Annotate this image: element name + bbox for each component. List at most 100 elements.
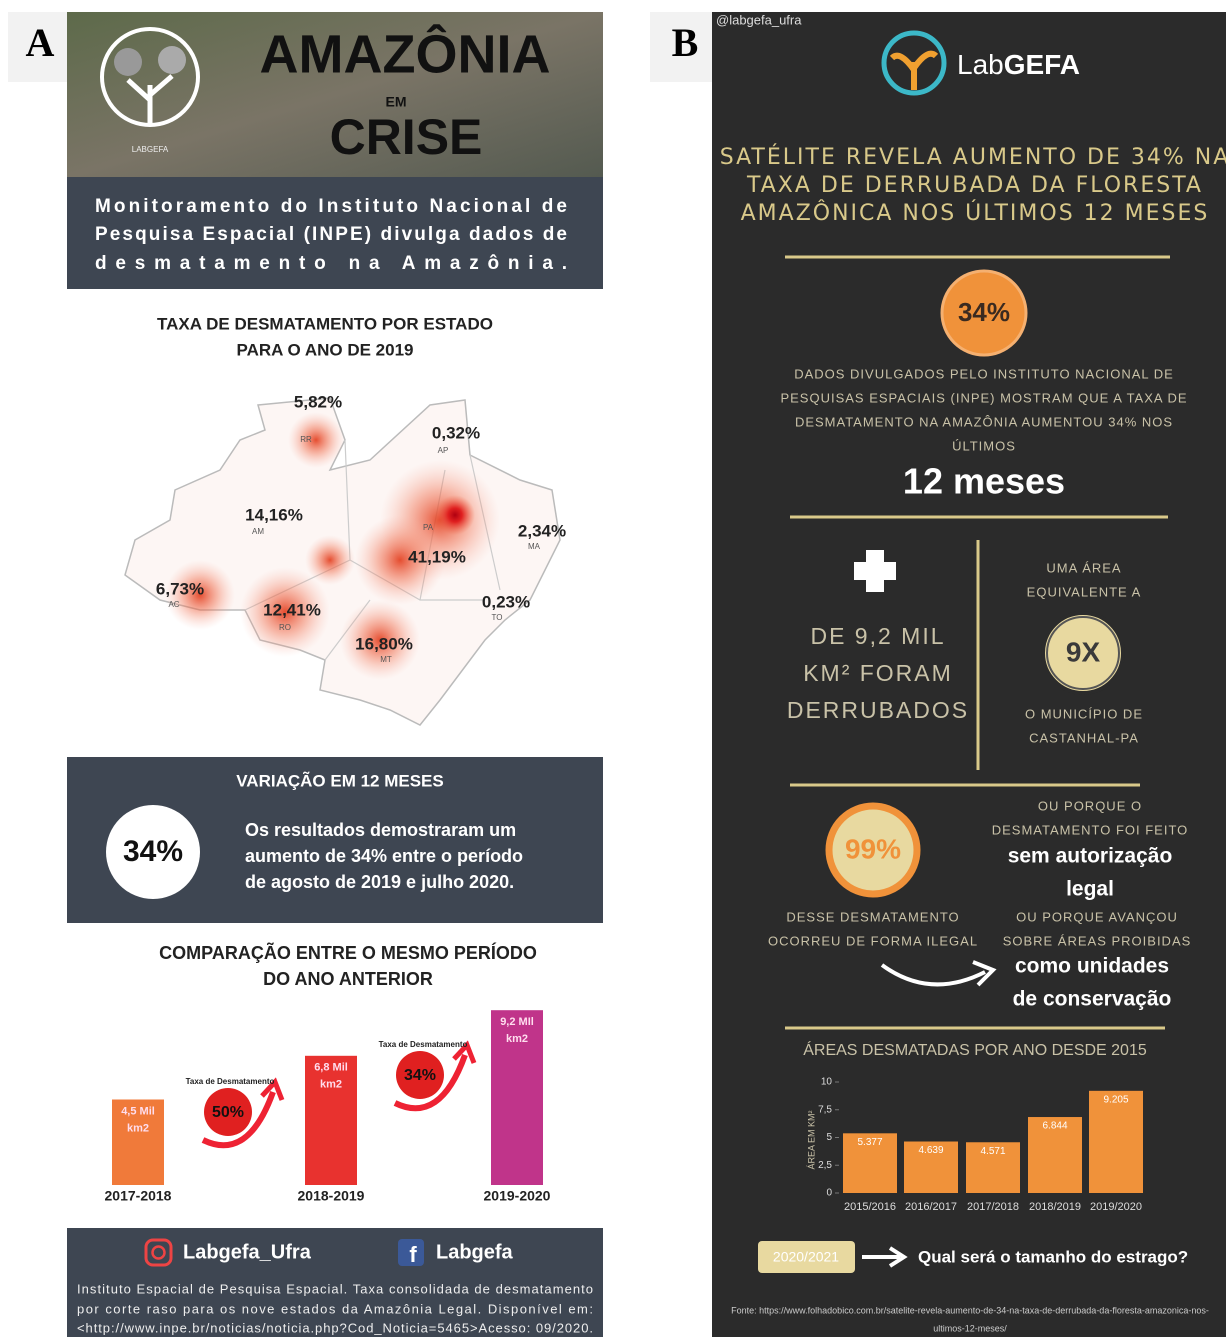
state-code: MA — [528, 542, 541, 551]
year-label: 2020/2021 — [773, 1249, 839, 1265]
state-value: 6,73% — [156, 579, 204, 598]
category-label: 2015/2016 — [844, 1201, 896, 1213]
y-tick-label: 5 — [826, 1132, 832, 1143]
emphasis: sem autorização — [1008, 845, 1173, 868]
intro-text: Pesquisa Espacial (INPE) divulga dados d… — [95, 224, 567, 245]
state-value: 14,16% — [245, 505, 303, 524]
title: EM — [386, 94, 407, 110]
intro-text: Monitoramento do Instituto Nacional de — [95, 196, 567, 217]
area-text: DE 9,2 MIL — [810, 623, 945, 649]
category-label: 2019/2020 — [1090, 1201, 1142, 1213]
paragraph: DESMATAMENTO NA AMAZÔNIA AUMENTOU 34% NO… — [795, 414, 1173, 429]
value-label: 9.205 — [1103, 1094, 1128, 1105]
instagram-handle: Labgefa_Ufra — [183, 1241, 312, 1263]
rate-label: 34% — [404, 1067, 436, 1084]
bar — [305, 1056, 357, 1185]
logo-text: LabGEFA — [957, 49, 1080, 80]
headline: AMAZÔNICA NOS ÚLTIMOS 12 MESES — [741, 200, 1210, 226]
source: Fonte: https://www.folhadobico.com.br/sa… — [731, 1305, 1209, 1315]
title: AMAZÔNIA — [260, 23, 551, 84]
panel-label: A — [26, 20, 55, 65]
state-code: AM — [252, 527, 264, 536]
value-label: 6,8 Mil — [314, 1062, 348, 1074]
y-tick-label: 10 — [821, 1077, 833, 1088]
y-tick-label: 7,5 — [818, 1104, 832, 1115]
logo-leaf — [114, 48, 142, 76]
variation-text: Os resultados demostraram um — [245, 820, 516, 840]
value-label: 4,5 Mil — [121, 1105, 155, 1117]
logo-leaf — [158, 46, 186, 74]
heat-area — [435, 495, 475, 535]
value-label: 4.639 — [918, 1145, 943, 1156]
paragraph: ÚLTIMOS — [952, 438, 1016, 453]
question: Qual será o tamanho do estrago? — [918, 1247, 1188, 1266]
small-text: UMA ÁREA — [1046, 560, 1121, 575]
facebook-icon: f — [409, 1242, 417, 1267]
badge-text: 9X — [1066, 636, 1101, 667]
state-value: 16,80% — [355, 634, 413, 653]
value-label: km2 — [320, 1079, 342, 1091]
headline: TAXA DE DERRUBADA DA FLORESTA — [746, 173, 1203, 198]
emphasis: de conservação — [1013, 988, 1172, 1011]
rate-label: 50% — [212, 1104, 244, 1121]
citation: por corte raso para os nove estados da A… — [77, 1301, 593, 1316]
category-label: 2016/2017 — [905, 1201, 957, 1213]
logo-text: LABGEFA — [132, 145, 169, 154]
y-tick-label: 2,5 — [818, 1160, 832, 1171]
chart-title: ÁREAS DESMATADAS POR ANO DESDE 2015 — [803, 1040, 1147, 1059]
value-label: 4.571 — [980, 1146, 1005, 1157]
headline: SATÉLITE REVELA AUMENTO DE 34% NA — [720, 144, 1226, 170]
state-code: TO — [492, 613, 503, 622]
handle: @labgefa_ufra — [716, 12, 802, 27]
small-text: EQUIVALENTE A — [1027, 584, 1142, 599]
rate-caption: Taxa de Desmatamento — [186, 1077, 275, 1086]
badge-text: 34% — [958, 297, 1010, 327]
chart-title: DO ANO ANTERIOR — [263, 969, 433, 989]
chart-title: COMPARAÇÃO ENTRE O MESMO PERÍODO — [159, 942, 537, 963]
small-text: SOBRE ÁREAS PROIBIDAS — [1003, 933, 1192, 948]
category-label: 2018/2019 — [1029, 1201, 1081, 1213]
logo-part: GEFA — [1004, 49, 1080, 80]
panel-label: B — [672, 20, 699, 65]
small-text: DESSE DESMATAMENTO — [786, 909, 959, 924]
citation: <http://www.inpe.br/noticias/noticia.php… — [77, 1320, 593, 1335]
value-label: km2 — [127, 1122, 149, 1134]
source: ultimos-12-meses/ — [933, 1323, 1007, 1333]
emphasis: 12 meses — [903, 461, 1065, 502]
y-tick-label: 0 — [826, 1188, 832, 1199]
value-label: 6.844 — [1042, 1121, 1067, 1132]
small-text: OU PORQUE AVANÇOU — [1016, 909, 1178, 924]
logo-part: Lab — [957, 49, 1004, 80]
citation: Instituto Espacial de Pesquisa Espacial.… — [77, 1281, 593, 1296]
category-label: 2019-2020 — [484, 1188, 551, 1204]
emphasis: como unidades — [1015, 955, 1169, 978]
variation-text: aumento de 34% entre o período — [245, 846, 523, 866]
state-value: 41,19% — [408, 547, 466, 566]
state-code: RR — [300, 435, 312, 444]
state-value: 12,41% — [263, 600, 321, 619]
heat-area — [288, 412, 344, 468]
state-value: 0,23% — [482, 592, 530, 611]
page: f AAMAZÔNIAEMCRISELABGEFAMonitoramento d… — [0, 0, 1226, 1337]
state-code: RO — [279, 623, 291, 632]
state-value: 5,82% — [294, 392, 342, 411]
badge-text: 99% — [845, 833, 901, 864]
state-value: 2,34% — [518, 521, 566, 540]
state-code: AP — [438, 446, 449, 455]
map-title: PARA O ANO DE 2019 — [237, 340, 414, 359]
small-text: O MUNICÍPIO DE — [1025, 706, 1143, 721]
axis-title: ÁREA EM KM² — [806, 1110, 816, 1169]
map-title: TAXA DE DESMATAMENTO POR ESTADO — [157, 314, 493, 333]
heat-area — [305, 535, 355, 585]
facebook-handle: Labgefa — [436, 1241, 514, 1263]
state-code: PA — [423, 523, 434, 532]
category-label: 2018-2019 — [298, 1188, 365, 1204]
paragraph: PESQUISAS ESPACIAIS (INPE) MOSTRAM QUE A… — [780, 390, 1187, 405]
badge-text: 34% — [123, 835, 183, 868]
area-text: KM² FORAM — [803, 660, 953, 686]
emphasis: legal — [1066, 878, 1114, 901]
variation-text: de agosto de 2019 e julho 2020. — [245, 872, 514, 892]
small-text: OCORREU DE FORMA ILEGAL — [768, 933, 978, 948]
small-text: CASTANHAL-PA — [1029, 730, 1139, 745]
small-text: DESMATAMENTO FOI FEITO — [992, 822, 1189, 837]
